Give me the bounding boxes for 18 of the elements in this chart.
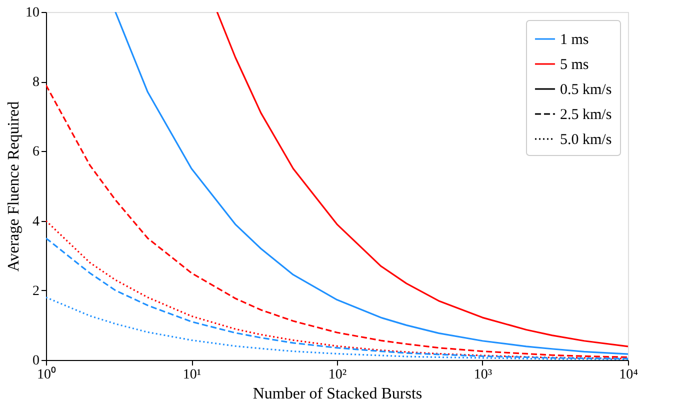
x-tick-label: 10⁴: [619, 368, 638, 382]
y-tick-label: 0: [32, 354, 40, 368]
y-tick-label: 4: [32, 214, 40, 230]
x-tick-label: 10⁰: [37, 366, 56, 382]
y-axis-title: Average Fluence Required: [6, 101, 22, 272]
legend-label: 0.5 km/s: [560, 82, 612, 98]
x-tick-label: 10³: [474, 368, 492, 382]
x-axis-title: Number of Stacked Bursts: [252, 386, 422, 402]
x-tick-label: 10²: [328, 368, 347, 382]
x-tick-label: 10¹: [182, 368, 202, 382]
y-tick-label: 10: [26, 6, 40, 20]
legend-label: 5.0 km/s: [560, 132, 612, 148]
legend-label: 5 ms: [560, 57, 589, 73]
y-tick-label: 8: [32, 75, 40, 90]
legend-label: 2.5 km/s: [560, 107, 612, 123]
y-tick-label: 2: [32, 284, 40, 299]
legend-label: 1 ms: [560, 32, 589, 48]
y-tick-label: 6: [32, 144, 40, 160]
